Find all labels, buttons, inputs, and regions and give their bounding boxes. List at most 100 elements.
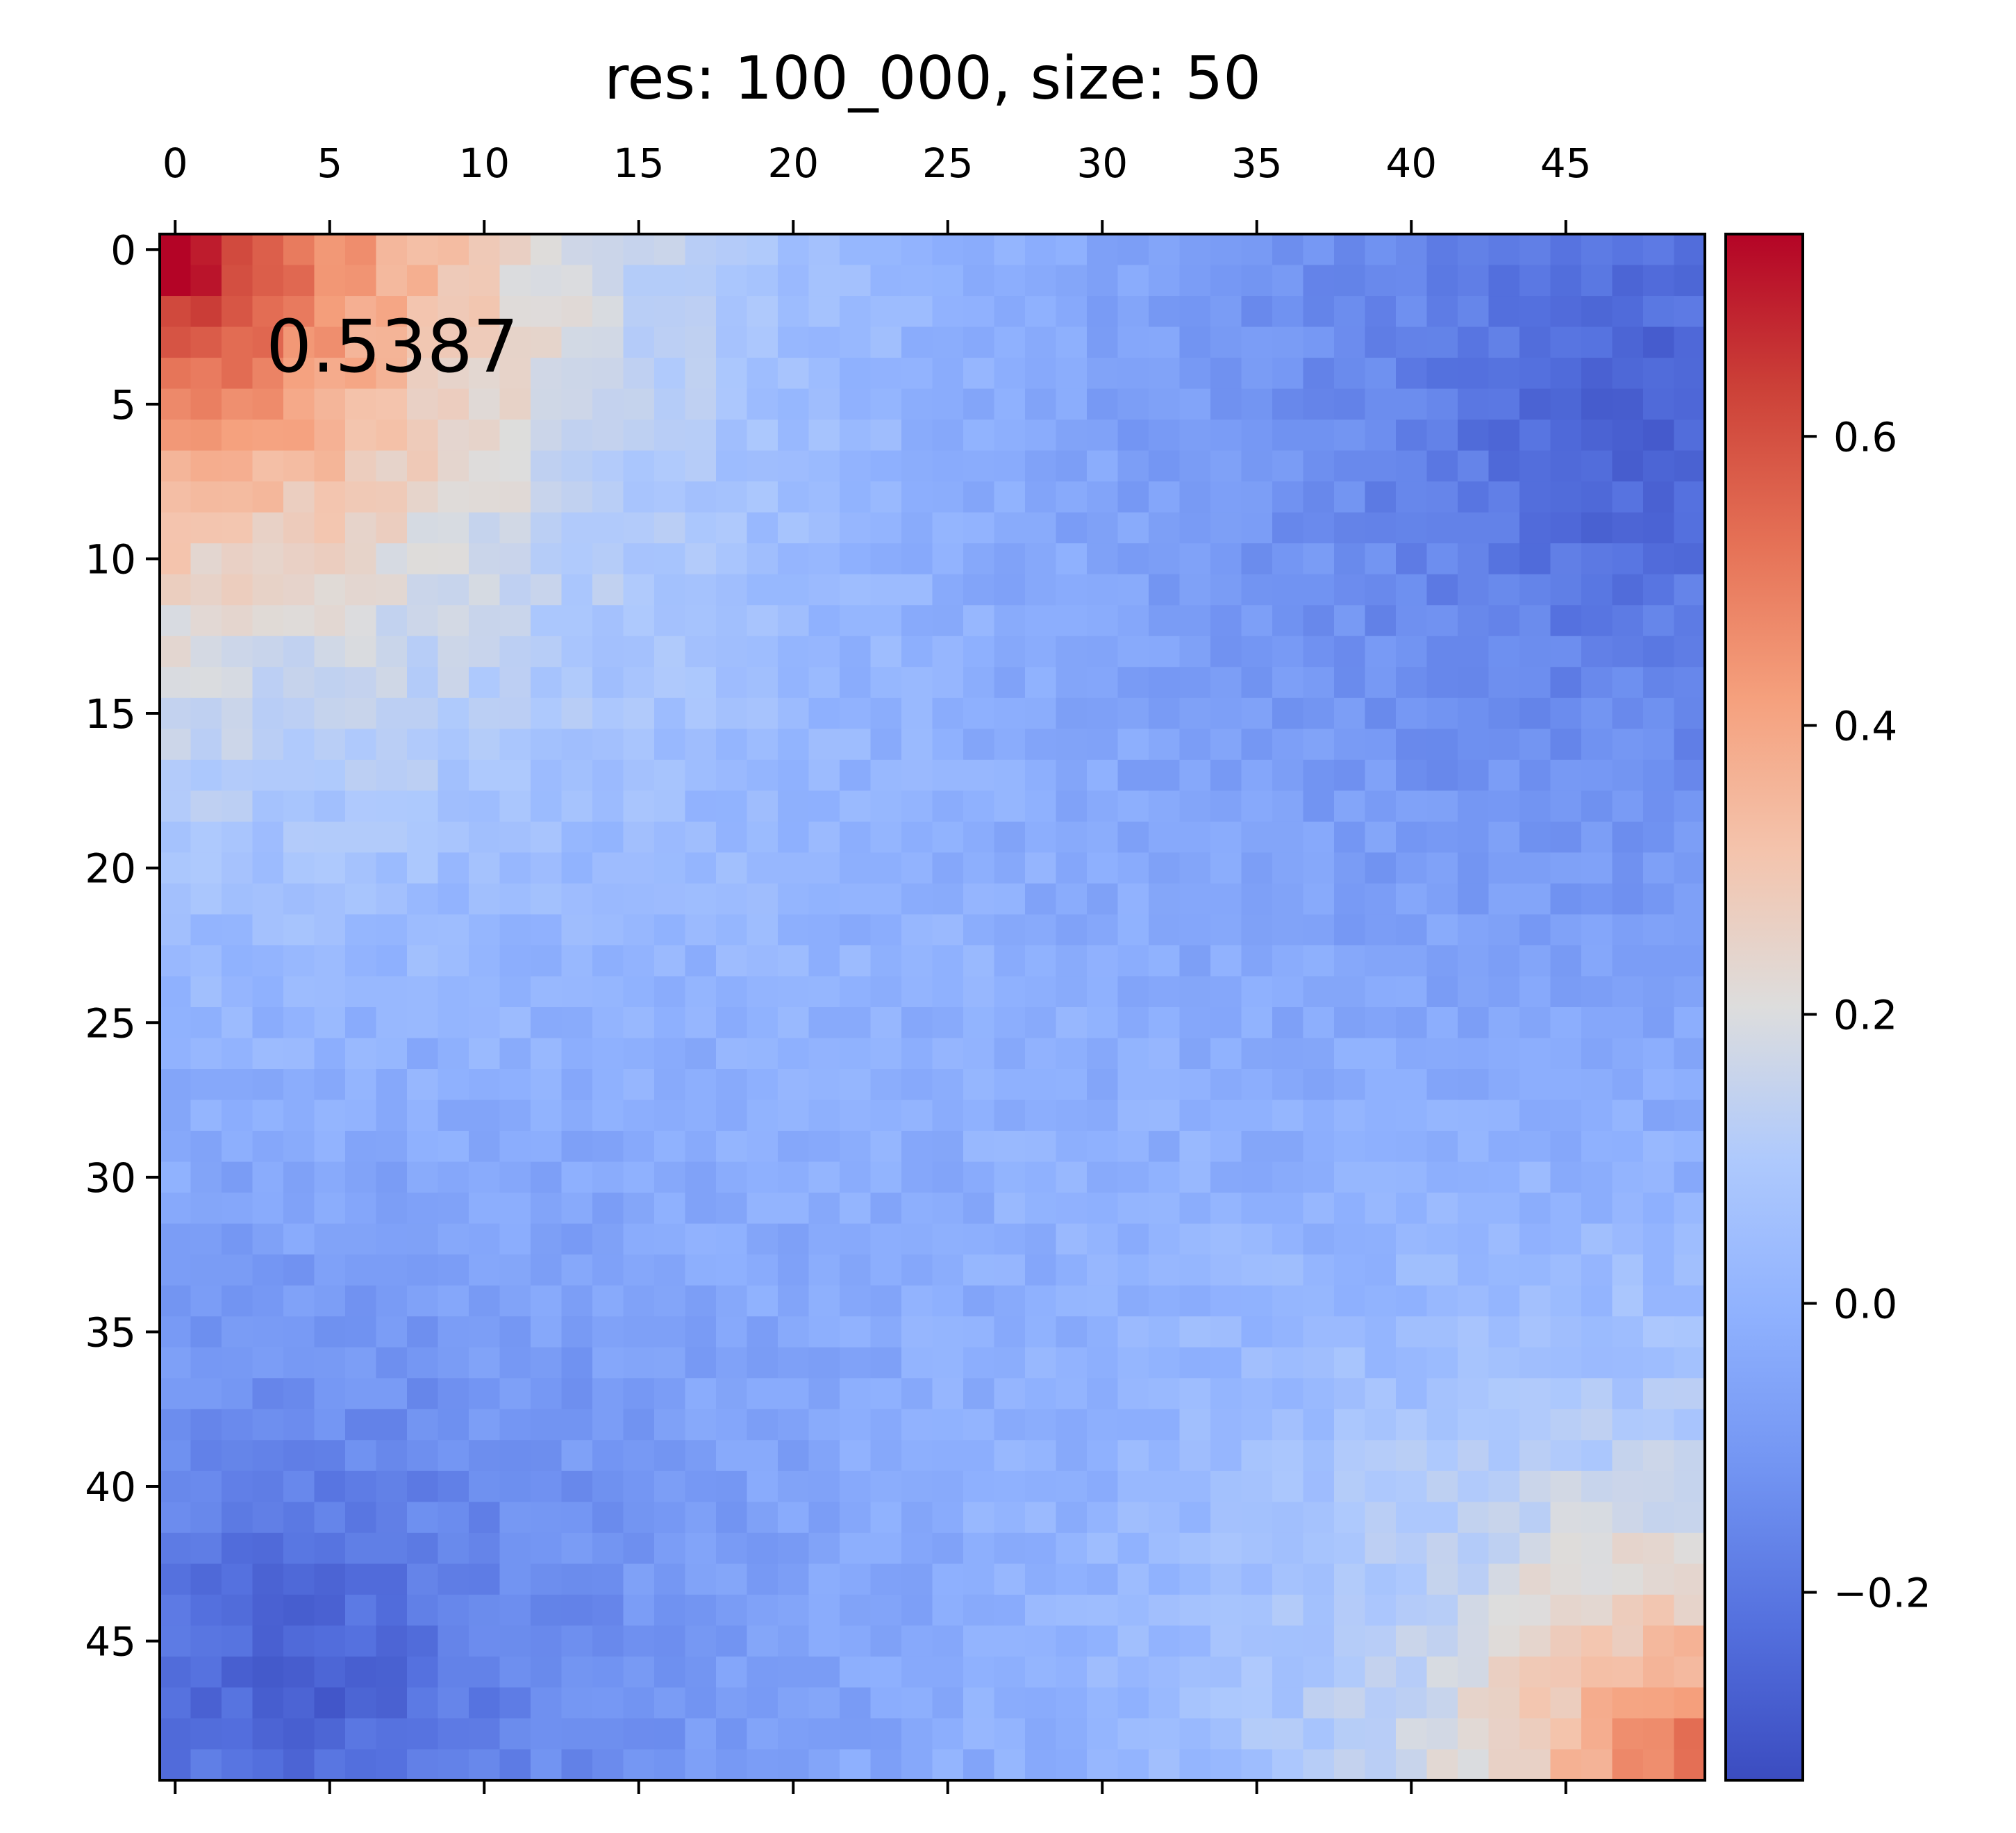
- heatmap-cell: [1612, 512, 1644, 544]
- heatmap-cell: [190, 326, 222, 358]
- heatmap-cell: [1612, 1687, 1644, 1719]
- heatmap-cell: [561, 1131, 593, 1163]
- heatmap-cell: [870, 1749, 902, 1781]
- heatmap-cell: [1458, 1285, 1490, 1317]
- heatmap-cell: [499, 883, 531, 915]
- heatmap-cell: [1210, 883, 1242, 915]
- heatmap-cell: [840, 1718, 872, 1750]
- heatmap-cell: [252, 1161, 284, 1193]
- heatmap-cell: [716, 388, 748, 420]
- x-axis-ticks: 0 5 10 15 20 25 30 35 40 45: [163, 140, 1592, 1794]
- heatmap-cell: [592, 1038, 624, 1070]
- heatmap-cell: [1674, 1193, 1706, 1225]
- heatmap-cell: [685, 1718, 717, 1750]
- heatmap-cell: [1674, 234, 1706, 266]
- heatmap-cell: [1365, 1131, 1397, 1163]
- heatmap-cell: [1087, 1254, 1119, 1286]
- heatmap-cell: [222, 1470, 253, 1502]
- heatmap-cell: [1056, 790, 1088, 822]
- heatmap-cell: [1210, 1038, 1242, 1070]
- heatmap-cell: [963, 697, 995, 729]
- heatmap-cell: [345, 1347, 377, 1379]
- heatmap-cell: [716, 1254, 748, 1286]
- heatmap-cell: [1426, 1100, 1458, 1131]
- heatmap-cell: [1303, 1532, 1335, 1564]
- heatmap-cell: [1303, 1687, 1335, 1719]
- heatmap-cell: [1550, 1038, 1582, 1070]
- heatmap-cell: [190, 481, 222, 513]
- heatmap-cell: [1519, 1440, 1551, 1472]
- heatmap-cell: [345, 790, 377, 822]
- heatmap-cell: [685, 326, 717, 358]
- heatmap-cell: [222, 481, 253, 513]
- heatmap-cell: [1117, 450, 1149, 482]
- heatmap-cell: [531, 358, 563, 390]
- heatmap-cell: [1458, 1718, 1490, 1750]
- heatmap-cell: [438, 605, 469, 637]
- heatmap-cell: [531, 265, 563, 297]
- heatmap-cell: [1612, 1564, 1644, 1595]
- heatmap-cell: [840, 1440, 872, 1472]
- heatmap-cell: [561, 1038, 593, 1070]
- heatmap-cell: [314, 1564, 346, 1595]
- heatmap-cell: [499, 450, 531, 482]
- heatmap-cell: [561, 1316, 593, 1348]
- heatmap-cell: [1149, 1038, 1181, 1070]
- heatmap-cell: [1241, 265, 1273, 297]
- heatmap-cell: [190, 697, 222, 729]
- heatmap-cell: [1396, 1069, 1428, 1101]
- heatmap-cell: [314, 1409, 346, 1441]
- heatmap-cell: [654, 667, 686, 699]
- heatmap-cell: [499, 636, 531, 667]
- heatmap-cell: [1550, 914, 1582, 946]
- heatmap-cell: [1334, 1656, 1366, 1689]
- heatmap-cell: [314, 450, 346, 482]
- heatmap-cell: [1117, 1532, 1149, 1564]
- heatmap-cell: [870, 1069, 902, 1101]
- heatmap-cell: [407, 1254, 439, 1286]
- heatmap-cell: [1488, 1470, 1520, 1502]
- heatmap-cell: [716, 759, 748, 791]
- heatmap-cell: [345, 729, 377, 761]
- heatmap-cell: [407, 1285, 439, 1317]
- heatmap-cell: [840, 1564, 872, 1595]
- heatmap-cell: [499, 821, 531, 853]
- heatmap-cell: [345, 759, 377, 791]
- heatmap-cell: [840, 326, 872, 358]
- heatmap-cell: [932, 543, 964, 575]
- heatmap-cell: [190, 1440, 222, 1472]
- heatmap-cell: [190, 1069, 222, 1101]
- heatmap-cell: [407, 667, 439, 699]
- heatmap-cell: [840, 1316, 872, 1348]
- heatmap-cell: [870, 1594, 902, 1626]
- heatmap-cell: [592, 1440, 624, 1472]
- heatmap-cell: [1025, 883, 1057, 915]
- heatmap-cell: [1241, 1316, 1273, 1348]
- heatmap-cell: [190, 1749, 222, 1781]
- heatmap-cell: [932, 883, 964, 915]
- heatmap-cell: [1581, 883, 1613, 915]
- heatmap-cell: [1117, 914, 1149, 946]
- heatmap-cell: [994, 1718, 1026, 1750]
- heatmap-cell: [1210, 605, 1242, 637]
- heatmap-cell: [1087, 1440, 1119, 1472]
- heatmap-cell: [1179, 759, 1211, 791]
- heatmap-cell: [345, 1564, 377, 1595]
- y-tick-label: 15: [85, 690, 136, 738]
- heatmap-cell: [314, 265, 346, 297]
- heatmap-cell: [1272, 1223, 1304, 1255]
- heatmap-cell: [994, 512, 1026, 544]
- heatmap-cell: [716, 1564, 748, 1595]
- heatmap-cell: [314, 697, 346, 729]
- heatmap-cell: [407, 976, 439, 1008]
- heatmap-cell: [592, 1007, 624, 1039]
- heatmap-cell: [1179, 976, 1211, 1008]
- heatmap-cell: [1550, 543, 1582, 575]
- heatmap-cell: [1488, 543, 1520, 575]
- heatmap-cell: [994, 358, 1026, 390]
- heatmap-cell: [932, 1409, 964, 1441]
- heatmap-cell: [1612, 667, 1644, 699]
- heatmap-cell: [932, 1038, 964, 1070]
- heatmap-cell: [1334, 543, 1366, 575]
- heatmap-cell: [1581, 636, 1613, 667]
